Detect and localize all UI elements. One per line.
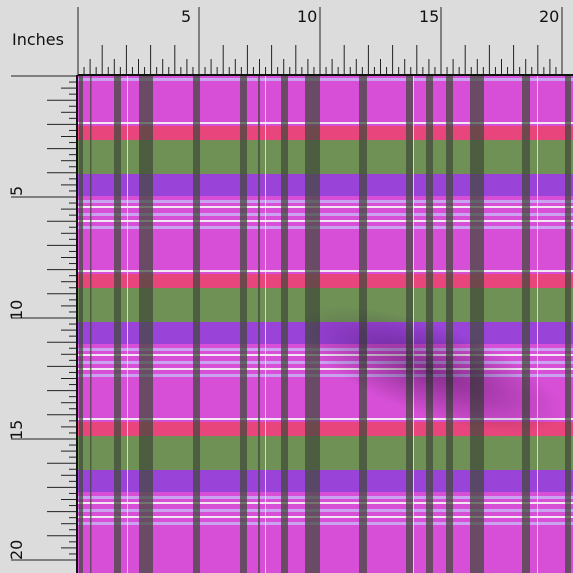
ruler-top-background: [0, 0, 573, 76]
dark-vertical-stripe: [359, 0, 367, 573]
dark-vertical-stripe: [258, 0, 260, 573]
ruler-left-background: [0, 0, 78, 573]
dark-vertical-stripe: [565, 0, 571, 573]
ruler-left: [11, 75, 77, 561]
dark-vertical-stripe: [470, 0, 484, 573]
left-number-15: 15: [7, 420, 26, 440]
left-number-20: 20: [7, 540, 26, 560]
dark-vertical-stripe: [114, 0, 121, 573]
white-vertical-line: [265, 0, 266, 573]
vertical-stripes: [79, 0, 571, 573]
top-number-5: 5: [181, 7, 191, 26]
dark-vertical-stripe: [446, 0, 453, 573]
unit-label: Inches: [12, 30, 64, 49]
dark-vertical-stripe: [426, 0, 433, 573]
fabric-fold-shadow: [297, 306, 563, 434]
white-vertical-line: [537, 0, 538, 573]
top-number-10: 10: [297, 7, 317, 26]
top-number-15: 15: [419, 7, 439, 26]
dark-vertical-stripe: [139, 0, 153, 573]
dark-vertical-stripe: [281, 0, 288, 573]
dark-vertical-stripe: [193, 0, 200, 573]
dark-vertical-stripe: [305, 0, 320, 573]
top-number-20: 20: [539, 7, 559, 26]
left-number-10: 10: [7, 300, 26, 320]
dark-vertical-stripe: [90, 0, 92, 573]
white-vertical-line: [127, 0, 128, 573]
white-vertical-line: [413, 0, 414, 573]
left-number-5: 5: [7, 186, 26, 196]
dark-vertical-stripe: [522, 0, 530, 573]
dark-vertical-stripe: [406, 0, 413, 573]
dark-vertical-stripe: [79, 0, 83, 573]
dark-vertical-stripe: [240, 0, 247, 573]
fold-shadow: [297, 306, 563, 434]
ruler-top: [77, 7, 563, 75]
